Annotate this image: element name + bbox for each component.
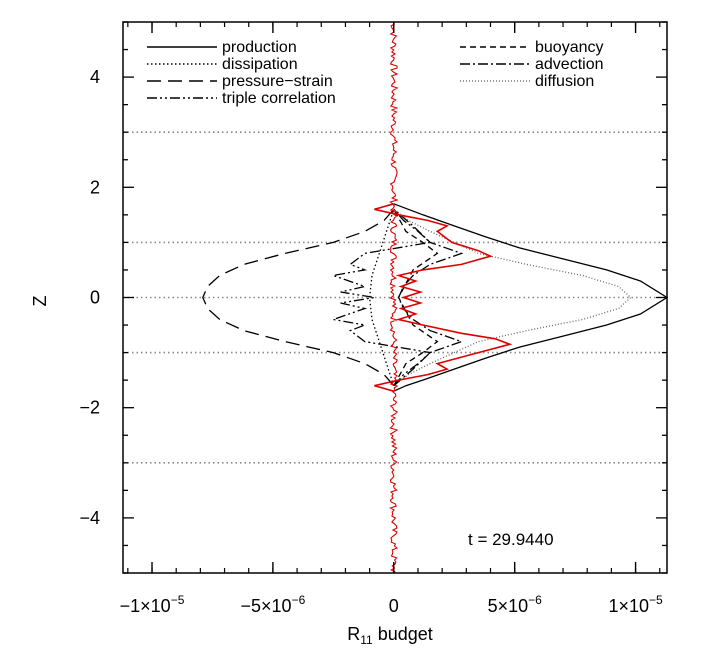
legend-label: advection bbox=[535, 56, 604, 73]
legend-label: dissipation bbox=[222, 56, 298, 73]
y-tick-label: −2 bbox=[79, 398, 100, 418]
legend-label: buoyancy bbox=[535, 39, 604, 56]
x-tick-label: 1×10−5 bbox=[608, 593, 663, 616]
series-pressure-strain bbox=[202, 208, 395, 387]
series-residual bbox=[374, 203, 513, 392]
legend-label: pressure−strain bbox=[222, 73, 333, 90]
y-tick-label: 0 bbox=[90, 288, 100, 308]
reference-lines bbox=[123, 131, 667, 464]
series-production bbox=[393, 203, 669, 392]
series-layer bbox=[202, 203, 669, 392]
legend-label: triple correlation bbox=[222, 90, 336, 107]
series-dissipation bbox=[368, 209, 395, 386]
legend: productiondissipationpressure−straintrip… bbox=[147, 39, 604, 107]
x-tick-label: 5×10−6 bbox=[488, 593, 543, 616]
x-tick-label: 0 bbox=[389, 596, 399, 616]
red-noise-trace bbox=[389, 21, 399, 573]
y-tick-label: 4 bbox=[90, 67, 100, 87]
y-tick-label: 2 bbox=[90, 177, 100, 197]
series-buoyancy bbox=[393, 208, 439, 387]
axes: −1×10−5 −5×10−6 0 5×10−6 1×10−5 −4 −2 0 2 4 bbox=[79, 21, 668, 616]
series-triple-correlation bbox=[330, 208, 432, 387]
x-tick-label: −5×10−6 bbox=[241, 593, 306, 616]
legend-label: production bbox=[222, 39, 297, 56]
zero-noise-trace bbox=[389, 21, 399, 573]
time-annotation: t = 29.9440 bbox=[468, 530, 554, 549]
series-diffusion bbox=[393, 208, 632, 387]
y-tick-label: −4 bbox=[79, 508, 100, 528]
x-tick-label: −1×10−5 bbox=[120, 593, 185, 616]
y-axis-title: Z bbox=[30, 296, 50, 307]
x-axis-title: R11 budget bbox=[347, 624, 433, 647]
legend-label: diffusion bbox=[535, 73, 594, 90]
